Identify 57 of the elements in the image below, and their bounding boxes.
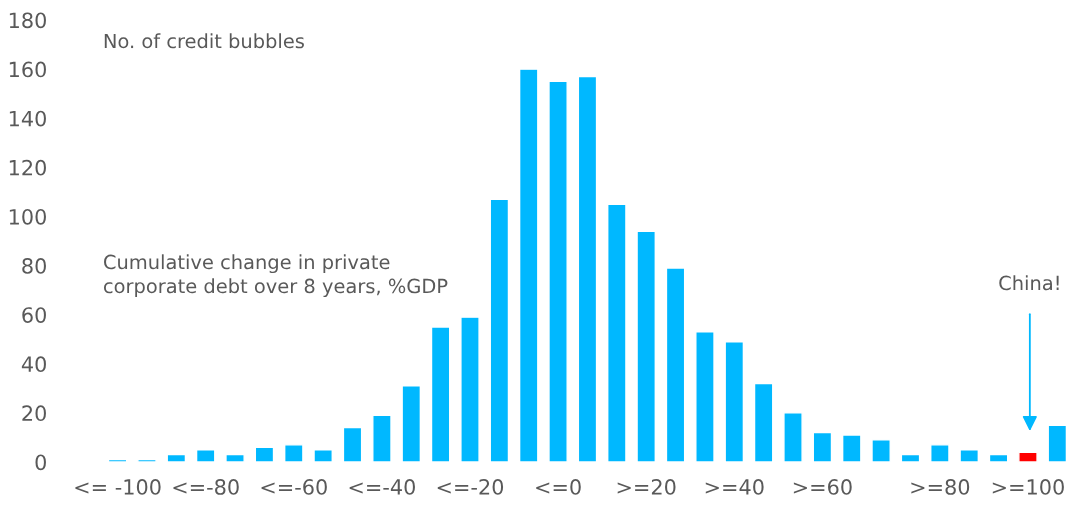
y-tick-label: 60 — [22, 307, 46, 323]
x-tick-label: >=20 — [617, 479, 676, 495]
bar — [577, 75, 598, 463]
bar — [841, 434, 862, 463]
x-tick-label: >=40 — [705, 479, 764, 495]
y-tick-label: 120 — [9, 159, 46, 176]
annotation: China! — [999, 275, 1059, 291]
bar — [460, 316, 480, 463]
x-tick-label: <=-40 — [349, 479, 415, 495]
bar — [724, 341, 745, 463]
bar — [636, 230, 656, 463]
bar — [871, 439, 891, 463]
annotation: Cumulative change in private corporate debt over 8 years, %GDP — [103, 254, 448, 298]
y-tick-label: 40 — [21, 356, 46, 373]
bar — [489, 198, 510, 463]
bar — [1018, 451, 1038, 463]
bar — [372, 414, 392, 463]
x-tick-label: <=-60 — [261, 479, 327, 495]
bar — [548, 80, 568, 463]
x-tick-label: <=0 — [536, 479, 581, 495]
x-tick-label: <= -100 — [75, 479, 161, 495]
bar — [607, 203, 627, 463]
bar — [783, 412, 803, 463]
bar — [195, 449, 216, 463]
bar — [900, 453, 921, 463]
x-tick-label: >=100 — [992, 479, 1064, 495]
y-tick-label: 100 — [9, 208, 46, 225]
bar — [313, 449, 333, 463]
x-tick-label: <=-80 — [173, 479, 239, 495]
bar — [1047, 424, 1068, 463]
bar — [959, 449, 980, 463]
bar — [401, 385, 422, 463]
bar — [107, 458, 128, 463]
bar — [166, 453, 187, 463]
annotation: No. of credit bubbles — [104, 33, 304, 49]
x-tick-label: >=60 — [793, 479, 852, 495]
y-tick-label: 140 — [9, 110, 46, 127]
bar — [518, 68, 539, 463]
bar — [665, 267, 686, 463]
bar — [753, 382, 774, 463]
bar — [812, 431, 833, 463]
bar — [137, 458, 157, 463]
bar — [695, 331, 715, 463]
bar — [254, 446, 275, 463]
bar — [342, 426, 363, 463]
y-tick-label: 180 — [9, 12, 46, 29]
y-tick-label: 0 — [35, 454, 46, 471]
y-tick-label: 80 — [22, 258, 46, 274]
bar — [930, 444, 950, 463]
y-tick-label: 20 — [22, 405, 46, 422]
bar — [988, 453, 1009, 463]
bar — [283, 444, 304, 463]
x-tick-label: >=80 — [911, 479, 970, 495]
bar — [430, 326, 451, 463]
x-tick-label: <=-20 — [437, 479, 504, 495]
y-tick-label: 160 — [9, 61, 46, 78]
bar — [225, 453, 245, 463]
